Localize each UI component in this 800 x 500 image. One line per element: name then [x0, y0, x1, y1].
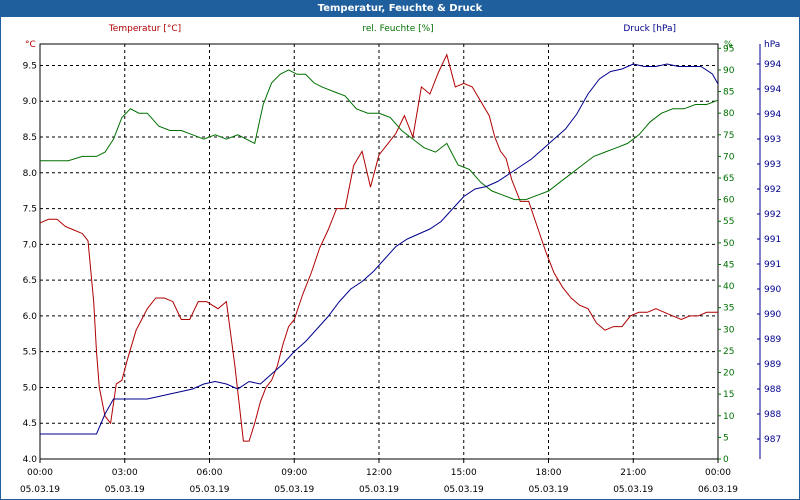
- temperature-tick-label: 4.0: [23, 455, 38, 465]
- x-tick-date: 06.03.19: [698, 485, 738, 495]
- humidity-tick-label: 20: [723, 369, 735, 379]
- humidity-tick-label: 75: [723, 131, 734, 141]
- temperature-series-line: [39, 53, 718, 442]
- x-tick-date: 05.03.19: [189, 485, 229, 495]
- x-tick-date: 05.03.19: [20, 485, 60, 495]
- pressure-tick-label: 988: [764, 385, 781, 395]
- humidity-series-line: [40, 69, 719, 201]
- pressure-tick-label: 990: [764, 285, 781, 295]
- temperature-tick-label: 5.5: [23, 348, 37, 358]
- x-tick-date: 05.03.19: [274, 485, 314, 495]
- pressure-tick-label: 987: [764, 435, 781, 445]
- temperature-tick-label: 6.5: [23, 276, 37, 286]
- x-tick-time: 15:00: [451, 468, 477, 478]
- temperature-tick-label: 6.0: [23, 312, 38, 322]
- humidity-tick-label: 50: [723, 239, 735, 249]
- x-tick-date: 05.03.19: [359, 485, 399, 495]
- pressure-tick-label: 994: [764, 60, 781, 70]
- pressure-series-line: [40, 63, 719, 435]
- x-tick-date: 05.03.19: [613, 485, 653, 495]
- temperature-tick-label: 5.0: [23, 383, 38, 393]
- temperature-tick-label: 7.0: [23, 240, 38, 250]
- x-tick-time: 18:00: [536, 468, 562, 478]
- pressure-tick-label: 991: [764, 235, 781, 245]
- pressure-tick-label: 993: [764, 160, 781, 170]
- pressure-tick-label: 990: [764, 310, 781, 320]
- pressure-tick-label: 992: [764, 185, 781, 195]
- window-title: Temperatur, Feuchte & Druck: [0, 0, 800, 17]
- grid: [40, 44, 718, 460]
- temperature-tick-label: 7.5: [23, 205, 37, 215]
- pressure-tick-label: 993: [764, 135, 781, 145]
- temperature-tick-label: 9.0: [23, 97, 38, 107]
- pressure-unit: hPa: [764, 40, 780, 50]
- temperature-tick-label: 9.5: [23, 61, 37, 71]
- humidity-tick-label: 5: [723, 433, 729, 443]
- humidity-unit: %: [724, 40, 733, 50]
- pressure-tick-label: 994: [764, 110, 781, 120]
- humidity-tick-label: 85: [723, 88, 734, 98]
- series-group: [39, 53, 719, 442]
- temperature-tick-label: 4.5: [23, 419, 37, 429]
- x-tick-time: 00:00: [27, 468, 53, 478]
- x-tick-date: 05.03.19: [444, 485, 484, 495]
- humidity-tick-label: 25: [723, 347, 734, 357]
- pressure-tick-label: 991: [764, 260, 781, 270]
- humidity-tick-label: 80: [723, 109, 735, 119]
- pressure-tick-label: 989: [764, 335, 781, 345]
- temperature-unit: °C: [25, 40, 36, 50]
- humidity-tick-label: 35: [723, 304, 734, 314]
- humidity-tick-label: 90: [723, 66, 735, 76]
- x-tick-time: 12:00: [366, 468, 392, 478]
- x-tick-date: 05.03.19: [105, 485, 145, 495]
- x-tick-time: 09:00: [281, 468, 307, 478]
- humidity-tick-label: 55: [723, 217, 734, 227]
- humidity-tick-label: 30: [723, 325, 735, 335]
- humidity-tick-label: 60: [723, 196, 735, 206]
- humidity-tick-label: 15: [723, 390, 734, 400]
- humidity-tick-label: 65: [723, 174, 734, 184]
- temperature-tick-label: 8.0: [23, 169, 38, 179]
- pressure-tick-label: 994: [764, 85, 781, 95]
- humidity-axis-label: rel. Feuchte [%]: [362, 24, 433, 34]
- temperature-axis-label: Temperatur [°C]: [108, 24, 181, 34]
- x-tick-date: 05.03.19: [528, 485, 568, 495]
- humidity-tick-label: 0: [723, 455, 729, 465]
- pressure-tick-label: 992: [764, 210, 781, 220]
- humidity-tick-label: 10: [723, 412, 735, 422]
- humidity-tick-label: 45: [723, 260, 734, 270]
- x-tick-time: 03:00: [112, 468, 138, 478]
- humidity-tick-label: 95: [723, 44, 734, 54]
- pressure-axis-label: Druck [hPa]: [623, 24, 676, 34]
- ticks: 4.0 4.5 5.0 5.5 6.0 6.5 7.0 7.5 8.0 8.5 9.0 9.5 0 5 10…: [20, 44, 781, 495]
- pressure-tick-label: 989: [764, 360, 781, 370]
- humidity-tick-label: 70: [723, 152, 735, 162]
- x-tick-time: 00:00: [705, 468, 731, 478]
- chart: Temperatur [°C] rel. Feuchte [%] Druck […: [20, 24, 781, 495]
- temperature-tick-label: 8.5: [23, 133, 37, 143]
- x-tick-time: 21:00: [620, 468, 646, 478]
- x-tick-time: 06:00: [197, 468, 223, 478]
- humidity-tick-label: 40: [723, 282, 735, 292]
- pressure-tick-label: 988: [764, 410, 781, 420]
